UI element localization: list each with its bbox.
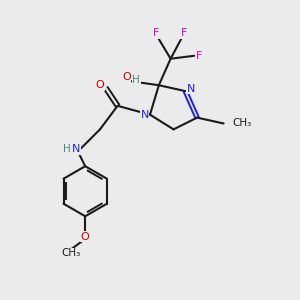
Text: N: N — [140, 110, 149, 120]
Text: N: N — [72, 144, 81, 154]
Text: O: O — [81, 232, 90, 242]
Text: H: H — [132, 75, 140, 85]
Text: O: O — [122, 72, 131, 82]
Text: F: F — [196, 51, 203, 61]
Text: CH₃: CH₃ — [61, 248, 80, 258]
Text: O: O — [96, 80, 104, 90]
Text: H: H — [63, 143, 70, 154]
Text: F: F — [153, 28, 159, 38]
Text: F: F — [181, 28, 187, 38]
Text: CH₃: CH₃ — [232, 118, 252, 128]
Text: N: N — [186, 84, 195, 94]
